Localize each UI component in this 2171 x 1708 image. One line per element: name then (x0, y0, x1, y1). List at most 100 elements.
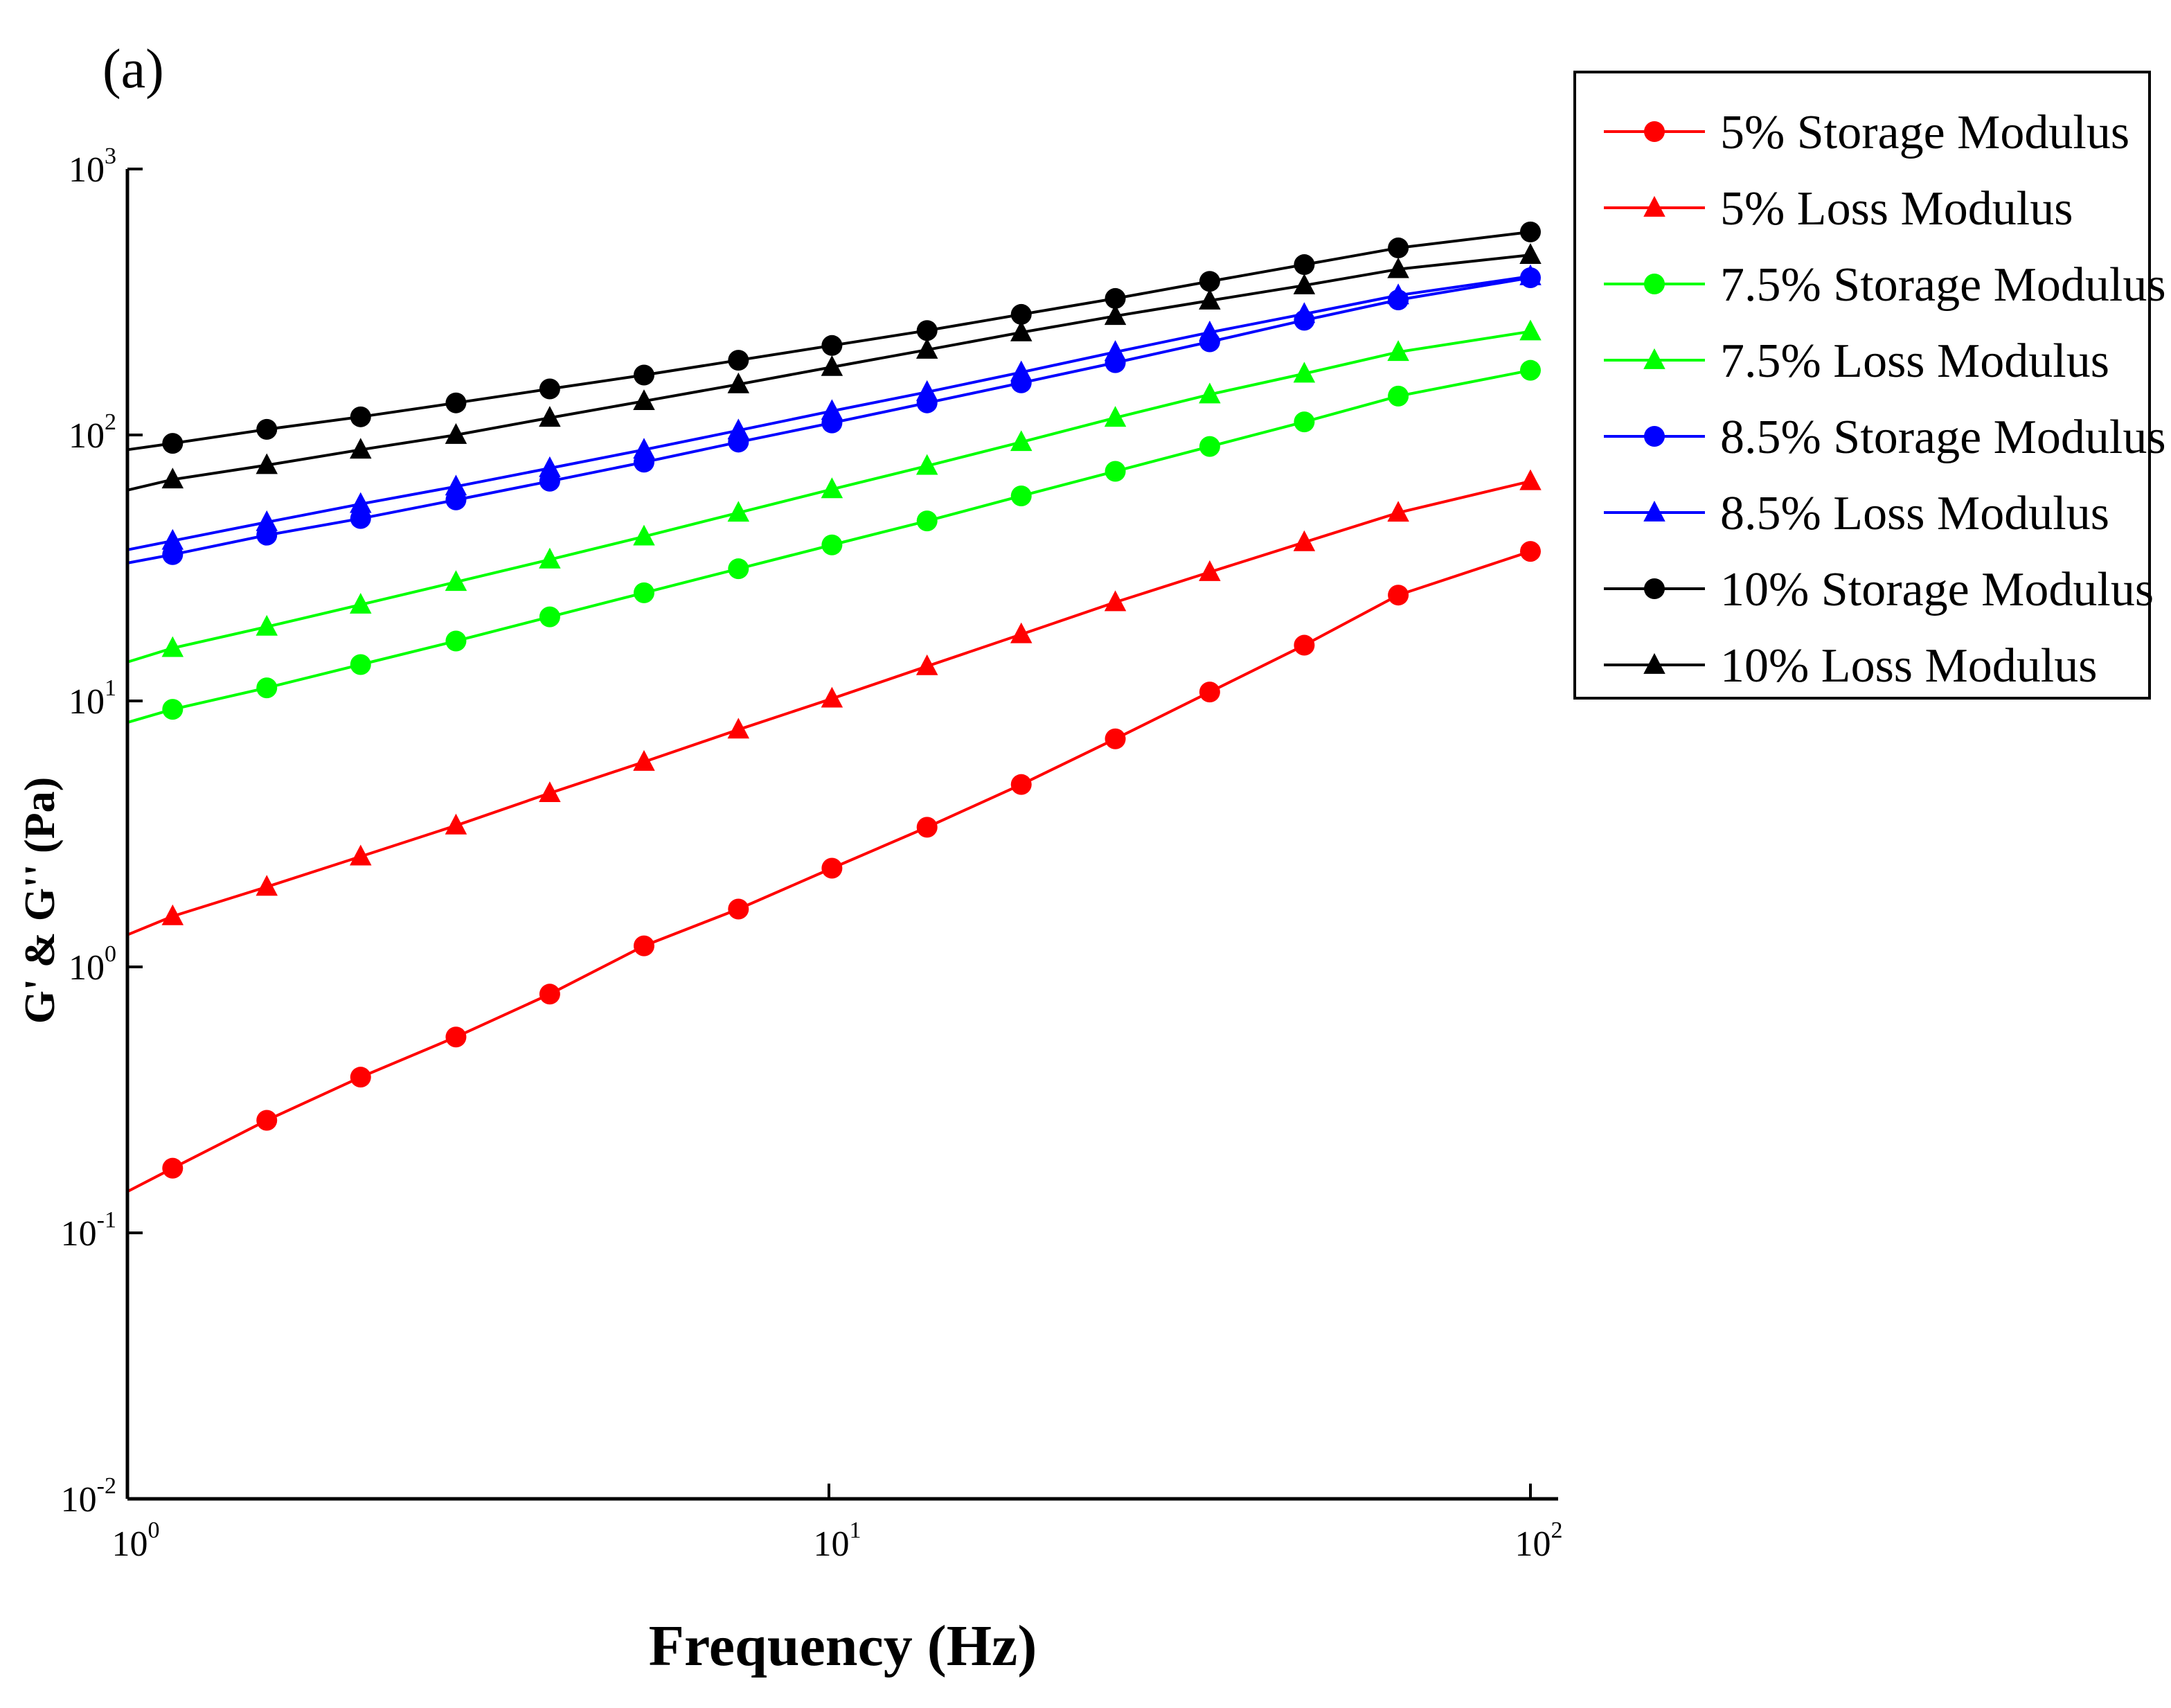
data-point-8-5-loss-modulus (161, 528, 184, 550)
data-point-10-loss-modulus (633, 389, 655, 411)
data-point-5-loss-modulus (1519, 469, 1542, 490)
data-point-10-storage-modulus (1388, 237, 1409, 258)
data-point-7-5-storage-modulus (821, 534, 843, 555)
legend-item-5-loss-modulus: 5% Loss Modulus (1604, 182, 2073, 235)
data-point-5-loss-modulus (1387, 501, 1409, 522)
data-point-5-storage-modulus (821, 857, 843, 879)
data-point-7-5-storage-modulus (633, 582, 654, 603)
x-axis-title: Frequency (Hz) (649, 1614, 1037, 1678)
legend-label: 5% Storage Modulus (1720, 106, 2129, 159)
data-point-5-storage-modulus (728, 898, 749, 920)
legend-item-7-5-loss-modulus: 7.5% Loss Modulus (1604, 335, 2109, 388)
data-point-8-5-loss-modulus (1199, 320, 1221, 341)
data-point-5-loss-modulus (1104, 590, 1127, 612)
data-point-5-storage-modulus (1388, 585, 1409, 606)
data-point-5-storage-modulus (539, 984, 560, 1005)
series-line-10-storage-modulus (127, 230, 1531, 452)
data-point-7-5-storage-modulus (162, 699, 184, 720)
data-point-5-storage-modulus (445, 1026, 467, 1048)
data-point-8-5-storage-modulus (350, 508, 371, 529)
legend-swatch-marker (1643, 348, 1665, 369)
y-axis-title: G' & G'' (Pa) (17, 777, 64, 1024)
y-tick-label: 10-2 (61, 1473, 116, 1520)
data-point-5-loss-modulus (161, 904, 184, 925)
data-point-5-loss-modulus (350, 844, 372, 866)
plot-markers (161, 221, 1542, 1179)
legend-swatch-marker (1644, 426, 1665, 447)
data-point-5-storage-modulus (1105, 728, 1126, 749)
legend-box (1573, 71, 2151, 700)
data-point-5-storage-modulus (1520, 541, 1541, 562)
data-point-10-loss-modulus (1387, 257, 1409, 278)
data-point-5-storage-modulus (916, 817, 938, 838)
legend-item-8-5-storage-modulus: 8.5% Storage Modulus (1604, 411, 2166, 464)
data-point-10-storage-modulus (728, 350, 749, 371)
series-line-5-loss-modulus (127, 479, 1531, 936)
data-point-10-storage-modulus (539, 378, 560, 400)
y-tick-label: 100 (69, 941, 116, 988)
data-point-5-loss-modulus (915, 654, 938, 675)
x-ticks: 100 101 102 (112, 1484, 1563, 1564)
data-point-5-loss-modulus (539, 781, 561, 802)
data-point-7-5-loss-modulus (821, 477, 843, 499)
legend-label: 8.5% Loss Modulus (1720, 487, 2109, 540)
legend-swatch-marker (1644, 578, 1665, 599)
data-point-7-5-storage-modulus (350, 654, 371, 675)
data-point-7-5-storage-modulus (1388, 385, 1409, 407)
data-point-10-storage-modulus (916, 320, 938, 341)
data-point-7-5-storage-modulus (916, 510, 938, 532)
legend-label: 10% Storage Modulus (1720, 563, 2154, 616)
data-point-8-5-loss-modulus (915, 380, 938, 401)
data-point-7-5-storage-modulus (539, 606, 560, 628)
data-point-7-5-loss-modulus (633, 524, 655, 546)
data-point-7-5-storage-modulus (1010, 485, 1032, 506)
series-line-10-loss-modulus (127, 253, 1531, 492)
data-point-7-5-storage-modulus (256, 677, 278, 699)
data-point-10-storage-modulus (1294, 254, 1315, 276)
data-point-5-storage-modulus (350, 1067, 371, 1088)
data-point-5-loss-modulus (1199, 560, 1221, 581)
data-point-5-storage-modulus (633, 935, 654, 957)
legend-swatch-marker (1644, 274, 1665, 294)
data-point-5-loss-modulus (1010, 622, 1033, 643)
legend-label: 10% Loss Modulus (1720, 639, 2097, 693)
data-point-8-5-loss-modulus (539, 456, 561, 477)
data-point-10-storage-modulus (1010, 303, 1032, 325)
data-point-7-5-loss-modulus (1293, 362, 1316, 383)
data-point-5-loss-modulus (256, 875, 278, 896)
data-point-8-5-loss-modulus (445, 474, 467, 496)
data-point-10-storage-modulus (256, 418, 278, 440)
data-point-8-5-loss-modulus (1387, 283, 1409, 305)
data-point-8-5-loss-modulus (1010, 360, 1033, 382)
data-point-7-5-storage-modulus (445, 630, 467, 652)
data-point-5-loss-modulus (821, 686, 843, 708)
data-point-10-storage-modulus (350, 406, 371, 427)
plot-lines (127, 230, 1531, 1193)
data-point-7-5-loss-modulus (727, 501, 750, 522)
data-point-10-storage-modulus (1105, 287, 1126, 309)
y-tick-label: 101 (69, 675, 116, 722)
legend-swatch-marker (1643, 652, 1665, 674)
data-point-10-loss-modulus (1293, 273, 1316, 294)
data-point-10-storage-modulus (633, 364, 654, 386)
y-ticks: 10-2 10-1 100 101 102 103 (61, 143, 143, 1520)
data-point-5-loss-modulus (445, 813, 467, 835)
x-tick-label: 101 (814, 1518, 861, 1564)
panel-label: (a) (102, 39, 164, 100)
y-tick-label: 102 (69, 409, 116, 456)
data-point-7-5-storage-modulus (1105, 461, 1126, 482)
data-point-10-storage-modulus (821, 335, 843, 356)
series-line-8-5-storage-modulus (127, 276, 1531, 564)
data-point-7-5-loss-modulus (539, 547, 561, 569)
data-point-5-storage-modulus (162, 1157, 184, 1179)
data-point-10-loss-modulus (821, 355, 843, 376)
data-point-7-5-loss-modulus (161, 636, 184, 657)
data-point-8-5-loss-modulus (633, 438, 655, 459)
y-tick-label: 103 (69, 143, 116, 190)
data-point-8-5-loss-modulus (1519, 264, 1542, 285)
legend-item-10-loss-modulus: 10% Loss Modulus (1604, 639, 2097, 693)
data-point-10-loss-modulus (350, 438, 372, 459)
data-point-10-loss-modulus (727, 372, 750, 393)
legend-swatch-marker (1643, 195, 1665, 217)
